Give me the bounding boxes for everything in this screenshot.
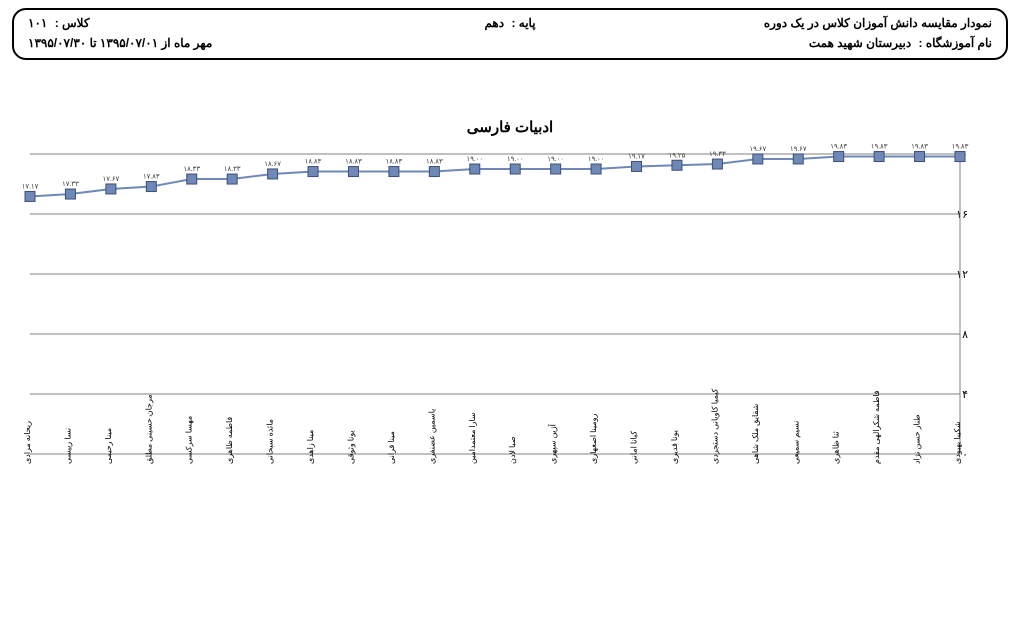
x-tick-label: فاطمه ظاهری <box>225 417 234 464</box>
value-label: ۱۹.۸۳ <box>871 144 888 151</box>
data-marker <box>874 152 884 162</box>
chart-container: ادبیات فارسی ٠۴۸۱۲۱۶۲۰۱۹.۸۳شکیبا بهبودی۱… <box>20 118 1000 619</box>
grade-label: پایه : <box>511 16 535 30</box>
data-marker <box>429 167 439 177</box>
value-label: ۱۹.۰۰ <box>588 155 605 163</box>
data-marker <box>65 189 75 199</box>
x-tick-label: آژین سپهری <box>548 423 558 464</box>
value-label: ۱۹.۸۳ <box>911 144 928 151</box>
period-from: ۱۳۹۵/۰۷/۰۱ <box>100 36 158 50</box>
value-label: ۱۸.۸۳ <box>426 158 443 166</box>
header-grade: پایه : دهم <box>349 16 670 30</box>
data-marker <box>672 160 682 170</box>
class-value: ۱۰۱ <box>28 16 47 30</box>
value-label: ۱۸.۸۳ <box>386 158 403 166</box>
period-label: مهر ماه از <box>162 36 213 50</box>
value-label: ۱۹.۳۳ <box>709 150 726 158</box>
data-marker <box>187 174 197 184</box>
period-to-word: تا <box>90 36 97 50</box>
chart-title: ادبیات فارسی <box>20 118 1000 136</box>
data-marker <box>632 161 642 171</box>
class-label: کلاس : <box>55 16 90 30</box>
data-marker <box>348 167 358 177</box>
header-period: مهر ماه از ۱۳۹۵/۰۷/۰۱ تا ۱۳۹۵/۰۷/۳۰ <box>28 36 349 50</box>
x-tick-label: ثنا ظاهری <box>832 431 841 464</box>
x-tick-label: مینا رحیمی <box>104 428 113 464</box>
x-tick-label: یونا قدیری <box>670 430 679 464</box>
series-line <box>30 157 960 197</box>
value-label: ۱۸.۶۷ <box>264 160 281 168</box>
x-tick-label: کیمیا کاویانی دستجردی <box>710 388 719 464</box>
value-label: ۱۸.۳۳ <box>183 165 200 173</box>
data-marker <box>712 159 722 169</box>
data-marker <box>955 152 965 162</box>
x-tick-label: مینا زاهدی <box>306 430 315 464</box>
data-marker <box>227 174 237 184</box>
data-marker <box>915 152 925 162</box>
x-tick-label: مهسا سرکسی <box>185 416 194 464</box>
value-label: ۱۹.۶۷ <box>749 145 766 153</box>
report-header: نمودار مقایسه دانش آموزان کلاس در یک دور… <box>12 8 1008 60</box>
value-label: ۱۹.۱۷ <box>628 152 645 160</box>
data-marker <box>793 154 803 164</box>
x-tick-label: شقایق ملک شاهی <box>751 403 760 464</box>
y-tick-label: ٠ <box>962 449 968 461</box>
school-label: نام آموزشگاه : <box>919 36 992 50</box>
value-label: ۱۸.۸۳ <box>345 158 362 166</box>
x-tick-label: نسا رییسی <box>63 428 72 464</box>
school-value: دبیرستان شهید همت <box>809 36 911 50</box>
grade-value: دهم <box>484 16 504 30</box>
data-marker <box>25 191 35 201</box>
value-label: ۱۷.۳۳ <box>62 180 79 188</box>
x-tick-label: سارا معتمدامین <box>468 412 477 464</box>
header-title: نمودار مقایسه دانش آموزان کلاس در یک دور… <box>671 16 992 30</box>
x-tick-label: مائده سبحانی <box>266 419 275 464</box>
value-label: ۱۹.۶۷ <box>790 145 807 153</box>
value-label: ۱۸.۳۳ <box>224 165 241 173</box>
data-marker <box>753 154 763 164</box>
value-label: ۱۹.۰۰ <box>466 155 483 163</box>
x-tick-label: صبا لادن <box>508 436 517 464</box>
x-tick-label: ریحانه مرادی <box>23 421 32 464</box>
y-tick-label: ۱۶ <box>956 209 968 221</box>
value-label: ۱۸.۸۳ <box>305 158 322 166</box>
value-label: ۱۷.۱۷ <box>22 182 39 190</box>
data-marker <box>106 184 116 194</box>
y-tick-label: ۱۲ <box>956 269 968 281</box>
value-label: ۱۷.۸۳ <box>143 173 160 181</box>
data-marker <box>389 167 399 177</box>
x-tick-label: یاسمین عضنفری <box>427 409 436 464</box>
data-marker <box>268 169 278 179</box>
x-tick-label: یونا وثوقی <box>346 430 355 464</box>
header-school: نام آموزشگاه : دبیرستان شهید همت <box>671 36 992 50</box>
period-to: ۱۳۹۵/۰۷/۳۰ <box>28 36 86 50</box>
data-marker <box>591 164 601 174</box>
y-tick-label: ۸ <box>962 329 968 341</box>
y-tick-label: ۴ <box>962 389 968 401</box>
x-tick-label: فاطمه شکرالهی مقدم <box>872 390 881 464</box>
data-marker <box>510 164 520 174</box>
chart-svg: ٠۴۸۱۲۱۶۲۰۱۹.۸۳شکیبا بهبودی۱۹.۸۳طناز حسن … <box>20 144 1000 624</box>
value-label: ۱۹.۰۰ <box>507 155 524 163</box>
x-tick-label: شکیبا بهبودی <box>953 421 962 464</box>
value-label: ۱۹.۰۰ <box>547 155 564 163</box>
value-label: ۱۷.۶۷ <box>102 175 119 183</box>
value-label: ۱۹.۲۵ <box>669 151 686 159</box>
x-tick-label: مینا قرانی <box>387 431 396 464</box>
x-tick-label: طناز حسن نژاد <box>913 414 922 464</box>
value-label: ۱۹.۸۳ <box>952 144 969 151</box>
x-tick-label: نسیم سمیعی <box>791 421 800 464</box>
data-marker <box>834 152 844 162</box>
value-label: ۱۹.۸۳ <box>830 144 847 151</box>
title-text: نمودار مقایسه دانش آموزان کلاس در یک دور… <box>764 16 992 30</box>
data-marker <box>551 164 561 174</box>
x-tick-label: مرجان حسینی مطلق <box>144 394 153 464</box>
x-tick-label: رومینا اصغهاری <box>589 413 598 464</box>
data-marker <box>146 182 156 192</box>
x-tick-label: کیانا امانی <box>630 431 639 464</box>
header-class: کلاس : ۱۰۱ <box>28 16 349 30</box>
data-marker <box>308 167 318 177</box>
data-marker <box>470 164 480 174</box>
